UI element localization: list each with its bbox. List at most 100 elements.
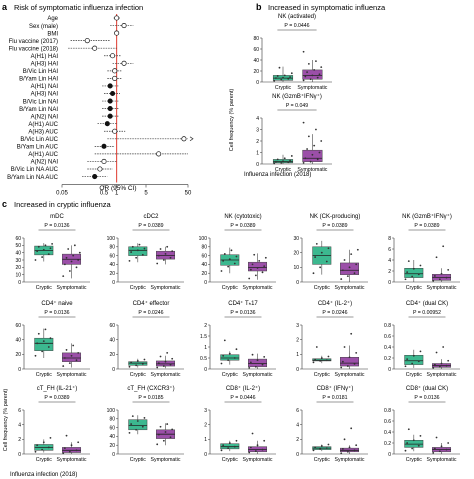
boxplot-y-tick-label: 80 bbox=[109, 245, 115, 251]
boxplot-y-tick-label: 0 bbox=[204, 452, 207, 458]
boxplot-y-tick-label: 60 bbox=[15, 236, 21, 242]
boxplot-point bbox=[343, 346, 346, 348]
boxplot-point bbox=[169, 436, 172, 439]
boxplot-point bbox=[432, 452, 435, 454]
forest-row-label: BMI bbox=[47, 31, 58, 37]
boxplot-point bbox=[341, 447, 344, 450]
boxplot-point bbox=[256, 267, 259, 269]
boxplot-category-label: Symptomatic bbox=[427, 285, 457, 291]
boxplot-y-tick-label: 40 bbox=[109, 262, 115, 268]
boxplot-point bbox=[249, 446, 252, 449]
forest-point bbox=[92, 45, 98, 51]
boxplot-point bbox=[276, 158, 279, 161]
boxplot-y-tick-label: 30 bbox=[15, 258, 21, 264]
boxplot-y-tick-label: 0 bbox=[204, 280, 207, 286]
forest-row-label: A(N2) NAI bbox=[31, 160, 59, 166]
boxplot-point bbox=[283, 74, 286, 77]
boxplot-pval: P = 0.0389 bbox=[44, 395, 69, 401]
boxplot-category-label: Cryptic bbox=[36, 457, 53, 463]
boxplot-point bbox=[63, 263, 66, 266]
boxplot-panel: CD8⁺ (dual CK) P = 0.0136 0 0.2 0.4 0.6 0.8 Cry… bbox=[384, 385, 460, 463]
forest-row-label: B/Vic Lin HAI bbox=[23, 69, 59, 75]
boxplot-point bbox=[36, 444, 39, 447]
boxplot-point bbox=[135, 364, 138, 367]
boxplot-point bbox=[348, 266, 351, 269]
boxplot-pval: P = 0.0389 bbox=[322, 223, 347, 229]
boxplot-point bbox=[251, 263, 254, 266]
boxplot-point bbox=[440, 362, 443, 365]
boxplot-y-tick-label: 0.4 bbox=[384, 345, 391, 351]
boxplot-point bbox=[77, 351, 80, 354]
boxplot-point bbox=[340, 452, 343, 455]
boxplot-y-tick-label: 40 bbox=[109, 337, 115, 343]
boxplot-point bbox=[433, 275, 436, 277]
boxplot-point bbox=[249, 361, 252, 364]
boxplot-point bbox=[406, 358, 409, 360]
boxplot-y-tick-label: 20 bbox=[109, 271, 115, 277]
boxplot-category-label: Cryptic bbox=[130, 372, 147, 378]
boxplot-point bbox=[70, 260, 73, 263]
boxplot-category-label: Symptomatic bbox=[335, 457, 365, 463]
forest-point bbox=[112, 68, 118, 74]
boxplot-point bbox=[228, 258, 231, 261]
boxplot-y-tick-label: 60 bbox=[109, 323, 115, 329]
boxplot-y-tick-label: 3 bbox=[296, 323, 299, 329]
boxplot-point bbox=[171, 357, 174, 360]
forest-point bbox=[112, 75, 118, 81]
boxplot-y-tick-label: 20 bbox=[15, 265, 21, 271]
boxplot-box-symptomatic bbox=[248, 261, 268, 272]
boxplot-category-label: Cryptic bbox=[406, 457, 423, 463]
panel-a-xlabel: OR (95% CI) bbox=[99, 185, 136, 192]
boxplot-point bbox=[411, 447, 414, 450]
boxplot-point bbox=[157, 254, 160, 257]
boxplot-point bbox=[319, 447, 322, 450]
boxplot-point bbox=[162, 365, 165, 367]
boxplot-y-tick-label: 60 bbox=[109, 425, 115, 431]
boxplot-point bbox=[343, 259, 346, 261]
boxplot-box-symptomatic bbox=[302, 149, 323, 162]
boxplot-y-tick-label: 0 bbox=[296, 452, 299, 458]
boxplot-point bbox=[143, 247, 146, 250]
boxplot-point bbox=[318, 151, 321, 154]
boxplot-point bbox=[316, 76, 319, 79]
boxplot-point bbox=[72, 254, 75, 257]
boxplot-point bbox=[438, 278, 441, 281]
boxplot-point bbox=[325, 359, 328, 362]
forest-row-label: A(H1) AUC bbox=[28, 152, 58, 158]
boxplot-y-tick-label: 3 bbox=[256, 127, 259, 133]
boxplot-point bbox=[447, 359, 450, 362]
boxplot-point bbox=[447, 442, 450, 444]
boxplot-y-tick-label: 0 bbox=[204, 367, 207, 373]
boxplot-point bbox=[233, 357, 236, 359]
boxplot-title: CD8⁺ (dual CK) bbox=[406, 385, 448, 392]
boxplot-panel: CD4⁺ (IL-2⁺) P = 0.0246 0 1 2 3 Cryptic Symptom… bbox=[296, 300, 368, 378]
boxplot-point bbox=[320, 140, 323, 142]
boxplot-title: cT_FH (CXCR3⁺) bbox=[127, 385, 174, 392]
boxplot-point bbox=[290, 72, 293, 75]
boxplot-category-label: Cryptic bbox=[314, 372, 331, 378]
forest-point bbox=[114, 15, 120, 21]
boxplot-category-label: Symptomatic bbox=[427, 457, 457, 463]
forest-row-label: A(H3) AUC bbox=[28, 129, 58, 135]
boxplot-point bbox=[42, 248, 45, 251]
boxplot-point bbox=[36, 342, 39, 345]
boxplot-y-tick-label: 0 bbox=[256, 80, 259, 86]
boxplot-y-tick-label: 1 bbox=[204, 437, 207, 443]
boxplot-point bbox=[261, 271, 264, 274]
forest-point bbox=[181, 136, 187, 142]
boxplot-point bbox=[314, 358, 317, 361]
boxplot-y-tick-label: 20 bbox=[201, 271, 207, 277]
boxplot-point bbox=[75, 449, 78, 452]
boxplot-point bbox=[406, 271, 409, 273]
boxplot-box-symptomatic bbox=[62, 352, 82, 362]
boxplot-point bbox=[435, 436, 438, 439]
boxplot-pval: P = 0.0389 bbox=[138, 223, 163, 229]
boxplot-point bbox=[131, 245, 134, 248]
boxplot-point bbox=[65, 256, 68, 259]
boxplot-y-tick-label: 30 bbox=[293, 236, 299, 242]
boxplot-point bbox=[49, 436, 52, 439]
boxplot-point bbox=[135, 428, 138, 431]
boxplot-y-tick-label: 0.6 bbox=[384, 334, 391, 340]
forest-point bbox=[107, 106, 113, 112]
